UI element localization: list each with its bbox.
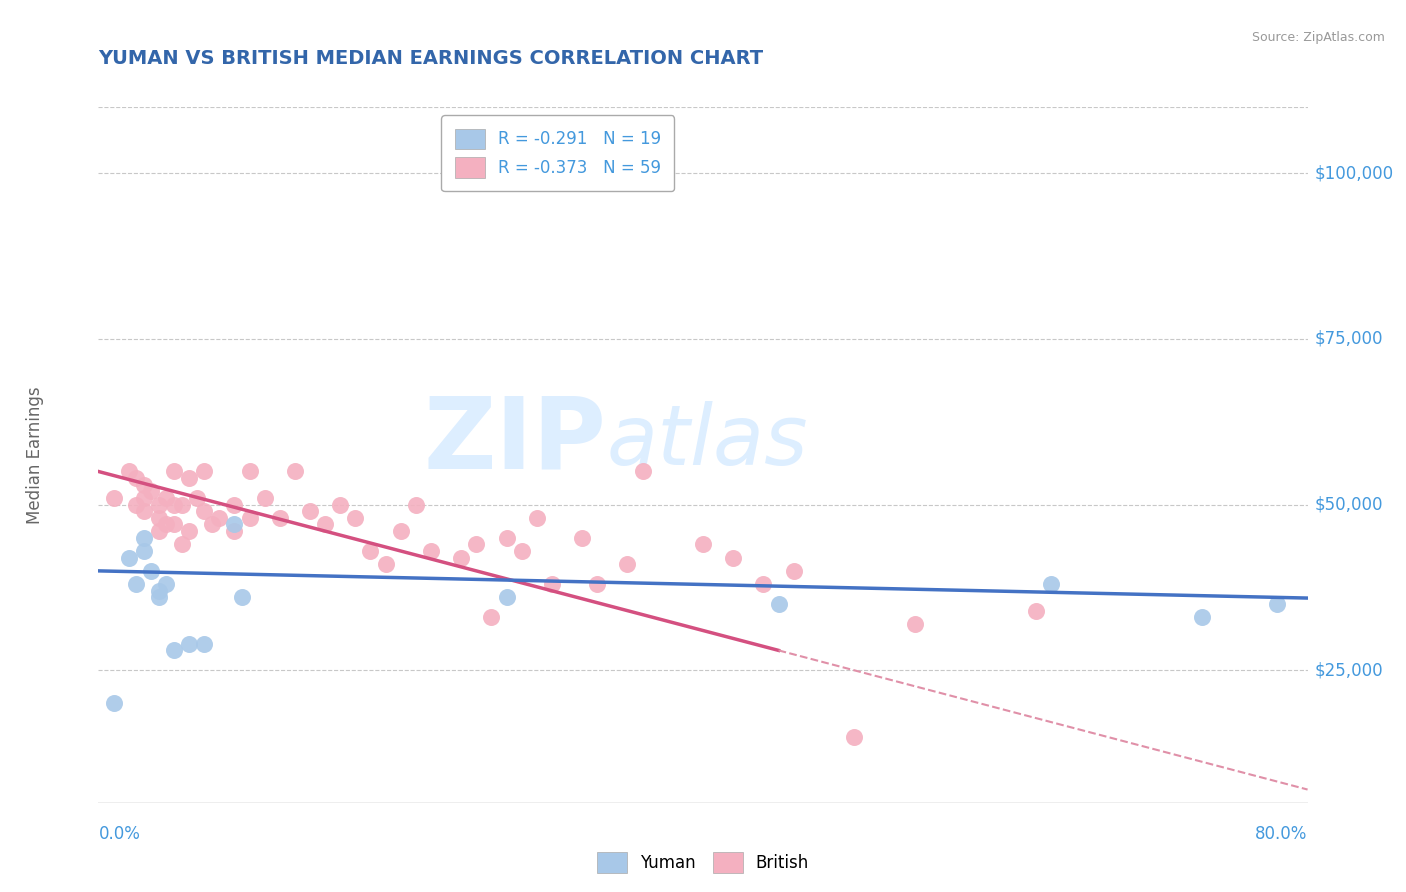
Point xyxy=(125,498,148,512)
Point xyxy=(721,550,744,565)
Point xyxy=(170,498,193,512)
Point xyxy=(571,531,593,545)
Text: Median Earnings: Median Earnings xyxy=(27,386,44,524)
Point xyxy=(510,544,533,558)
Point xyxy=(163,498,186,512)
Legend: Yuman, British: Yuman, British xyxy=(591,846,815,880)
Point xyxy=(752,577,775,591)
Point xyxy=(481,610,503,624)
Point xyxy=(208,511,231,525)
Point xyxy=(224,524,246,538)
Point xyxy=(148,591,170,605)
Point xyxy=(904,616,927,631)
Point xyxy=(148,583,170,598)
Point xyxy=(103,491,125,505)
Point xyxy=(299,504,322,518)
Point xyxy=(782,564,804,578)
Text: 0.0%: 0.0% xyxy=(98,825,141,843)
Text: $25,000: $25,000 xyxy=(1315,661,1384,680)
Point xyxy=(692,537,714,551)
Point xyxy=(155,577,177,591)
Point xyxy=(269,511,291,525)
Point xyxy=(526,511,548,525)
Point xyxy=(148,511,170,525)
Legend: R = -0.291   N = 19, R = -0.373   N = 59: R = -0.291 N = 19, R = -0.373 N = 59 xyxy=(441,115,675,191)
Point xyxy=(193,465,215,479)
Text: Source: ZipAtlas.com: Source: ZipAtlas.com xyxy=(1251,31,1385,45)
Text: 80.0%: 80.0% xyxy=(1256,825,1308,843)
Point xyxy=(132,491,155,505)
Point xyxy=(844,730,866,744)
Point xyxy=(1039,577,1062,591)
Point xyxy=(148,524,170,538)
Point xyxy=(405,498,427,512)
Point xyxy=(631,465,654,479)
Point xyxy=(155,491,177,505)
Point xyxy=(465,537,488,551)
Point xyxy=(374,558,396,572)
Point xyxy=(586,577,609,591)
Point xyxy=(239,511,262,525)
Point xyxy=(1024,604,1046,618)
Point xyxy=(177,637,201,651)
Point xyxy=(253,491,276,505)
Point xyxy=(1191,610,1213,624)
Point xyxy=(132,477,155,491)
Point xyxy=(118,465,141,479)
Text: $75,000: $75,000 xyxy=(1315,330,1384,348)
Point xyxy=(231,591,253,605)
Point xyxy=(103,697,125,711)
Point xyxy=(177,471,201,485)
Point xyxy=(148,498,170,512)
Point xyxy=(125,577,148,591)
Point xyxy=(141,484,163,499)
Point xyxy=(239,465,262,479)
Point xyxy=(201,517,224,532)
Point xyxy=(132,504,155,518)
Point xyxy=(1265,597,1288,611)
Text: ZIP: ZIP xyxy=(423,392,606,490)
Text: $100,000: $100,000 xyxy=(1315,164,1393,182)
Point xyxy=(495,531,517,545)
Point xyxy=(118,550,141,565)
Text: atlas: atlas xyxy=(606,401,808,482)
Point xyxy=(344,511,367,525)
Point xyxy=(163,643,186,657)
Text: $50,000: $50,000 xyxy=(1315,496,1384,514)
Point xyxy=(163,517,186,532)
Point xyxy=(768,597,790,611)
Point xyxy=(495,591,517,605)
Point xyxy=(141,564,163,578)
Point xyxy=(186,491,208,505)
Point xyxy=(419,544,441,558)
Point xyxy=(540,577,562,591)
Text: YUMAN VS BRITISH MEDIAN EARNINGS CORRELATION CHART: YUMAN VS BRITISH MEDIAN EARNINGS CORRELA… xyxy=(98,49,763,68)
Point xyxy=(389,524,412,538)
Point xyxy=(314,517,336,532)
Point xyxy=(193,637,215,651)
Point xyxy=(224,498,246,512)
Point xyxy=(163,465,186,479)
Point xyxy=(125,471,148,485)
Point xyxy=(224,517,246,532)
Point xyxy=(360,544,382,558)
Point xyxy=(132,544,155,558)
Point xyxy=(170,537,193,551)
Point xyxy=(450,550,472,565)
Point xyxy=(132,531,155,545)
Point xyxy=(284,465,307,479)
Point xyxy=(155,517,177,532)
Point xyxy=(193,504,215,518)
Point xyxy=(616,558,638,572)
Point xyxy=(177,524,201,538)
Point xyxy=(329,498,352,512)
